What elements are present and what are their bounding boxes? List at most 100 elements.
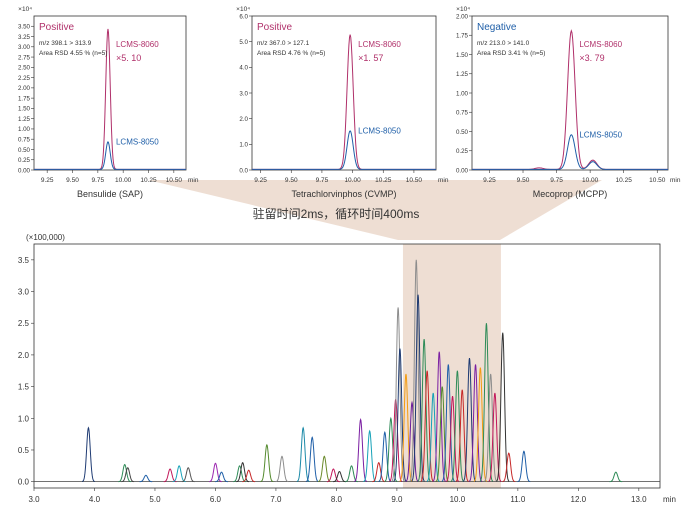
chromatogram-peak <box>468 364 483 482</box>
chromatogram-peak <box>372 461 386 483</box>
compound-name: Mecoprop (MCPP) <box>533 189 608 199</box>
main-plot-frame <box>33 243 661 489</box>
chromatogram-peak <box>118 463 132 483</box>
y-tick-label: 0.25 <box>456 148 469 155</box>
x-tick-label: 9.25 <box>483 177 496 184</box>
y-tick-label: 1.00 <box>18 126 31 133</box>
compound-name: Bensulide (SAP) <box>77 189 143 199</box>
chromatogram-peak <box>488 392 502 482</box>
chromatogram-peak <box>242 469 256 483</box>
x-tick-label: 10.00 <box>115 177 132 184</box>
ratio-label: ×5. 10 <box>116 53 141 63</box>
x-tick-label: 10.00 <box>582 177 599 184</box>
highlight-window <box>402 244 501 488</box>
chromatogram-peak <box>441 364 455 482</box>
x-tick-label: 10.50 <box>649 177 666 184</box>
x-unit: min <box>670 177 681 184</box>
inset-chart-1: ×10⁴ 0.00 0.25 0.50 0.75 1.00 1.25 1.50 1.75 2.00… <box>18 6 199 199</box>
x-unit: min <box>188 177 199 184</box>
chromatogram-peak <box>233 465 247 483</box>
chromatogram-peak <box>296 426 310 483</box>
chromatogram-peak <box>399 373 413 482</box>
main-x-tick-label: 5.0 <box>149 495 161 504</box>
y-tick-label: 5.0 <box>239 39 248 46</box>
legend-lcms-8050: LCMS-8050 <box>579 130 622 139</box>
main-y-tick-label: 3.0 <box>18 288 30 297</box>
rsd-label: Area RSD 4.76 % (n=5) <box>257 50 325 57</box>
legend-lcms-8050: LCMS-8050 <box>116 137 159 146</box>
legend-lcms-8060: LCMS-8060 <box>358 40 401 49</box>
y-tick-label: 1.75 <box>18 95 31 102</box>
chromatogram-peak <box>181 467 195 483</box>
x-tick-label: 9.25 <box>41 177 54 184</box>
chromatogram-peak <box>609 471 623 483</box>
main-x-tick-label: 11.0 <box>510 495 526 504</box>
main-chromatogram: (×100,000) 0.0 0.5 1.0 1.5 2.0 2.5 3.0 3.5 3.0 4.0… <box>18 233 676 504</box>
y-tick-label: 3.25 <box>18 34 31 41</box>
x-tick-label: 9.50 <box>285 177 298 184</box>
chromatogram-peak <box>417 338 431 482</box>
chromatogram-peak <box>378 430 392 483</box>
chromatogram-peak <box>484 373 498 482</box>
chromatogram-peak <box>473 367 487 482</box>
y-tick-label: 1.0 <box>239 142 248 149</box>
y-tick-label: 0.50 <box>18 147 31 154</box>
main-y-tick-label: 0.0 <box>18 478 30 487</box>
x-tick-label: 10.00 <box>344 177 361 184</box>
y-tick-label: 1.75 <box>456 33 469 40</box>
main-y-tick-label: 3.5 <box>18 256 30 265</box>
chromatogram-peak <box>81 426 95 483</box>
main-x-tick-label: 12.0 <box>571 495 587 504</box>
y-tick-label: 4.0 <box>239 65 248 72</box>
y-tick-label: 2.00 <box>18 85 31 92</box>
plot-frame <box>33 15 187 171</box>
x-unit: min <box>438 177 449 184</box>
main-x-tick-label: 9.0 <box>391 495 403 504</box>
chromatogram-peak <box>215 471 228 483</box>
chromatogram-peak <box>327 468 340 483</box>
y-tick-label: 3.0 <box>239 90 248 97</box>
chromatogram-peak <box>496 332 510 482</box>
y-tick-label: 6.0 <box>239 13 248 20</box>
x-tick-label: 10.25 <box>140 177 157 184</box>
chromatogram-peak <box>305 436 319 483</box>
chromatogram-peak <box>450 370 464 482</box>
y-tick-label: 0.25 <box>18 157 31 164</box>
y-multiplier: ×10⁴ <box>18 6 32 13</box>
chromatogram-peak <box>317 455 331 483</box>
trace-lcms-8050 <box>34 141 186 170</box>
trace-lcms-8050 <box>472 134 668 170</box>
chromatogram-peak <box>121 467 135 483</box>
ion-mode-label: Negative <box>477 22 517 33</box>
chromatogram-peak <box>435 386 449 482</box>
y-tick-label: 0.50 <box>456 129 469 136</box>
y-tick-label: 1.50 <box>456 52 469 59</box>
chromatogram-peak <box>333 470 346 483</box>
inset-chart-2: ×10⁴ 0.0 1.0 2.0 3.0 4.0 5.0 6.0 9.25 9.50 9.75 10.… <box>236 6 449 199</box>
y-tick-label: 1.00 <box>456 90 469 97</box>
highlight-funnel <box>148 180 602 240</box>
chromatogram-peak <box>502 452 516 483</box>
y-tick-label: 2.75 <box>18 54 31 61</box>
chromatogram-peak <box>354 417 368 483</box>
chromatogram-peak <box>411 294 425 482</box>
legend-lcms-8060: LCMS-8060 <box>579 40 622 49</box>
y-tick-label: 0.00 <box>18 167 31 174</box>
chromatogram-peak <box>455 389 469 482</box>
acquisition-caption: 驻留时间2ms，循环时间400ms <box>253 206 420 221</box>
chromatogram-peak <box>363 429 377 483</box>
y-tick-label: 2.00 <box>456 13 469 20</box>
y-multiplier: ×10⁴ <box>456 6 470 13</box>
main-x-unit: min <box>663 495 676 504</box>
x-tick-label: 9.75 <box>316 177 329 184</box>
y-tick-label: 2.0 <box>239 116 248 123</box>
main-x-tick-label: 7.0 <box>270 495 282 504</box>
y-tick-label: 2.50 <box>18 65 31 72</box>
chromatogram-peak <box>445 395 460 482</box>
y-tick-label: 0.75 <box>456 110 469 117</box>
transition-label: m/z 367.0 > 127.1 <box>257 40 310 47</box>
main-x-tick-label: 6.0 <box>210 495 222 504</box>
x-tick-label: 10.25 <box>375 177 392 184</box>
main-y-tick-label: 2.0 <box>18 351 30 360</box>
chromatogram-peak <box>275 455 289 483</box>
